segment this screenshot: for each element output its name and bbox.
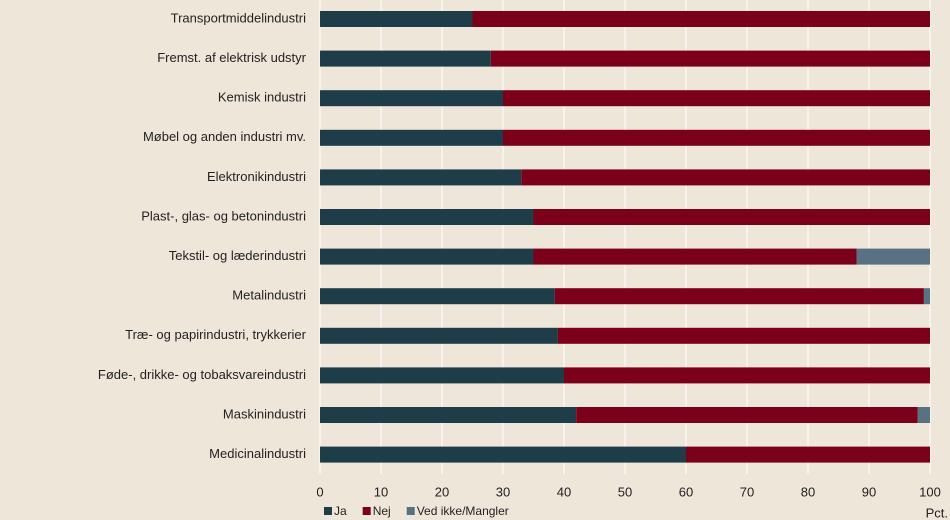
bar-segment (320, 11, 473, 27)
x-axis-label: Pct. (926, 505, 948, 520)
y-tick-label: Kemisk industri (218, 90, 306, 105)
bar-segment (320, 169, 522, 186)
bar-segment (490, 50, 930, 67)
y-tick-label: Metalindustri (232, 288, 306, 303)
bar-segment (557, 327, 930, 344)
y-tick-label: Fremst. af elektrisk udstyr (157, 50, 306, 65)
y-tick-label: Føde-, drikke- og tobaksvareindustri (98, 367, 306, 382)
x-tick-label: 70 (740, 484, 754, 499)
bar-segment (320, 446, 686, 463)
bar-segment (503, 129, 930, 146)
bar-segment (320, 90, 503, 107)
y-tick-label: Møbel og anden industri mv. (143, 129, 306, 144)
y-tick-label: Plast-, glas- og betonindustri (141, 208, 306, 223)
legend-swatch (324, 507, 332, 515)
y-tick-label: Elektronikindustri (207, 169, 306, 184)
bar-segment (533, 248, 857, 265)
y-tick-label: Tekstil- og læderindustri (169, 248, 306, 263)
legend-label: Ja (334, 504, 347, 518)
bar-segment (923, 288, 930, 305)
bar-segment (917, 407, 930, 423)
bar-segment (320, 129, 503, 146)
bar-segment (472, 11, 930, 27)
legend-swatch (362, 507, 371, 515)
bar-segment (320, 50, 491, 67)
bar-segment (564, 367, 930, 384)
x-tick-label: 80 (801, 484, 815, 499)
x-tick-label: 0 (316, 484, 323, 499)
bar-segment (320, 327, 558, 344)
x-tick-label: 40 (557, 484, 571, 499)
y-tick-label: Medicinalindustri (209, 446, 306, 461)
bar-segment (686, 446, 930, 463)
bar-segment (533, 209, 930, 225)
y-tick-label: Transportmiddelindustri (171, 10, 306, 25)
bar-segment (320, 288, 555, 305)
bar-segment (320, 248, 534, 265)
bar-segment (576, 407, 918, 423)
y-tick-label: Maskinindustri (223, 406, 306, 421)
bar-segment (320, 209, 534, 225)
x-tick-label: 50 (618, 484, 632, 499)
bar-segment (521, 169, 930, 186)
x-tick-label: 20 (435, 484, 449, 499)
x-tick-label: 10 (374, 484, 388, 499)
bar-segment (856, 248, 930, 265)
x-tick-label: 60 (679, 484, 693, 499)
legend-label: Nej (373, 504, 391, 518)
legend-label: Ved ikke/Mangler (417, 504, 509, 518)
bar-segment (320, 367, 564, 384)
y-tick-label: Træ- og papirindustri, trykkerier (125, 327, 307, 342)
x-tick-label: 100 (919, 484, 941, 499)
bar-segment (554, 288, 924, 305)
x-tick-label: 90 (862, 484, 876, 499)
bar-segment (320, 407, 577, 423)
x-tick-label: 30 (496, 484, 510, 499)
legend-swatch (406, 507, 415, 515)
bar-segment (503, 90, 930, 107)
